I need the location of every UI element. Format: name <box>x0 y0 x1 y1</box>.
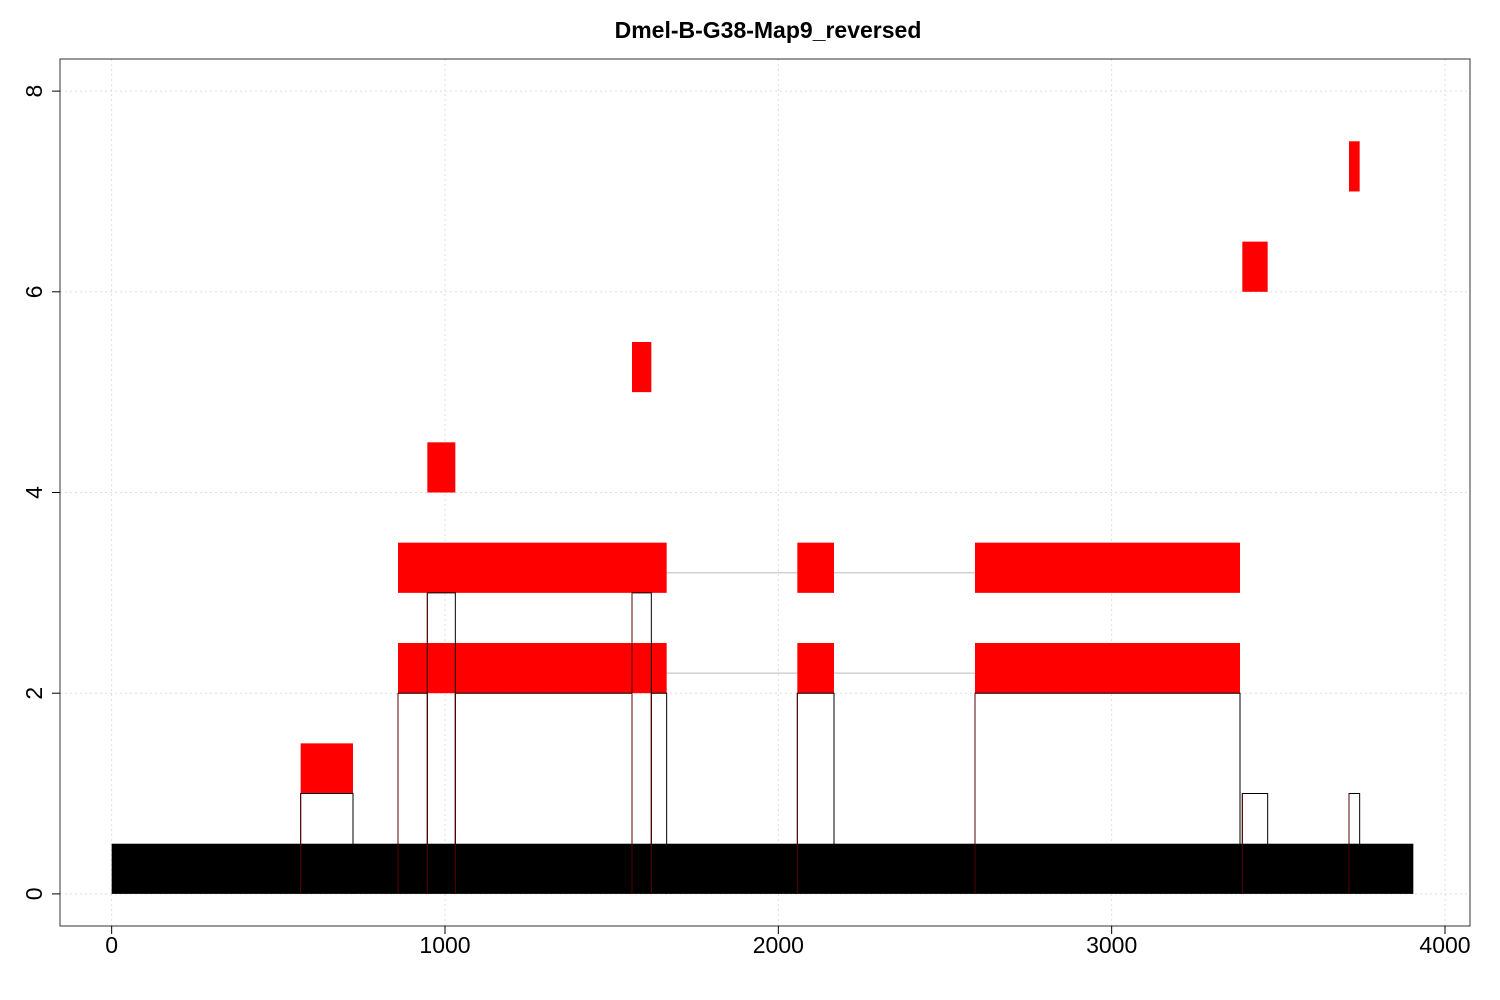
x-tick-label: 1000 <box>419 932 470 958</box>
feature-bar <box>427 442 456 493</box>
x-tick-label: 0 <box>105 932 118 958</box>
y-tick-label: 2 <box>21 687 47 700</box>
feature-bar <box>1242 241 1268 292</box>
coverage-outline <box>300 592 1361 894</box>
y-tick-label: 0 <box>21 887 47 900</box>
x-tick-label: 4000 <box>1419 932 1470 958</box>
x-axis: 0 1000 2000 3000 4000 <box>105 926 1471 958</box>
reference-bar <box>111 843 1414 894</box>
feature-bar <box>975 542 1240 593</box>
feature-bar <box>398 643 667 694</box>
feature-bar <box>975 643 1240 694</box>
connectors <box>666 572 975 674</box>
feature-bar <box>1349 141 1360 192</box>
x-tick-label: 3000 <box>1086 932 1137 958</box>
chart-title: Dmel-B-G38-Map9_reversed <box>615 17 922 43</box>
feature-bar <box>300 743 353 794</box>
y-tick-label: 8 <box>21 85 47 98</box>
feature-bar <box>398 542 667 593</box>
y-tick-label: 4 <box>21 486 47 499</box>
feature-bar <box>797 542 834 593</box>
feature-bar <box>797 643 834 694</box>
y-tick-label: 6 <box>21 285 47 298</box>
features <box>300 141 1360 794</box>
reference-track <box>111 843 1414 894</box>
x-tick-label: 2000 <box>753 932 804 958</box>
y-axis: 0 2 4 6 8 <box>21 85 60 900</box>
feature-bar <box>632 341 652 393</box>
grid <box>60 59 1470 926</box>
